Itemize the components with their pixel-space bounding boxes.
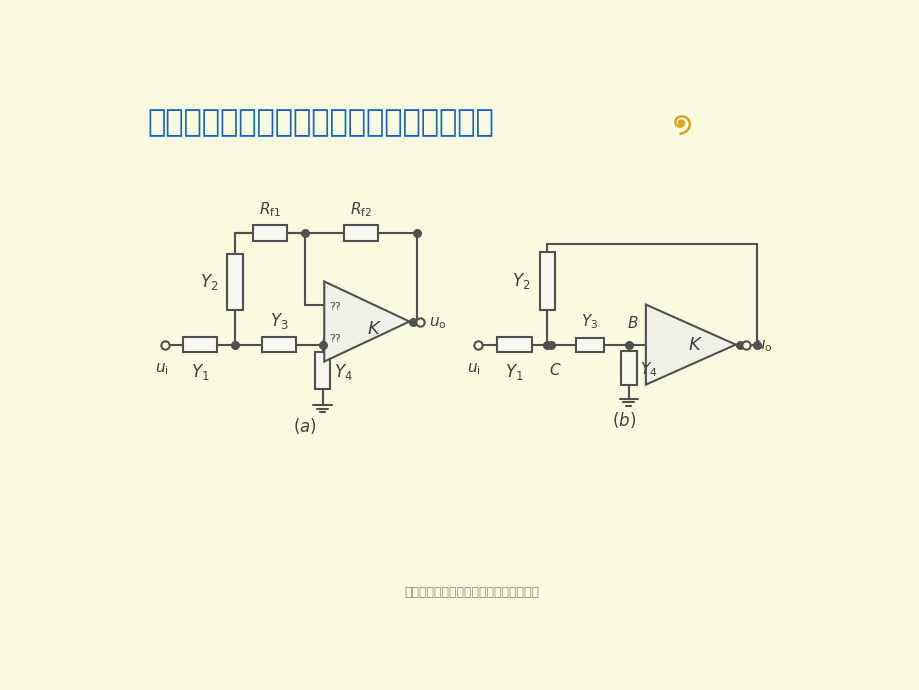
- Text: $Y_4$: $Y_4$: [334, 362, 352, 382]
- Text: $(a)$: $(a)$: [292, 416, 316, 436]
- Text: ??: ??: [329, 302, 341, 312]
- Bar: [183, 337, 217, 353]
- Text: $Y_1$: $Y_1$: [505, 362, 523, 382]
- Bar: [262, 337, 296, 353]
- Text: 运放作为有限增益放大器的有源滤波器电路: 运放作为有限增益放大器的有源滤波器电路: [147, 108, 494, 137]
- Text: K: K: [688, 335, 699, 353]
- Bar: [497, 337, 531, 353]
- Text: $Y_2$: $Y_2$: [199, 272, 218, 292]
- Bar: [575, 337, 604, 351]
- Bar: [253, 225, 287, 241]
- Text: $Y_4$: $Y_4$: [639, 360, 656, 379]
- Text: $C$: $C$: [549, 362, 561, 377]
- Text: $Y_1$: $Y_1$: [191, 362, 210, 382]
- Text: $u_{\mathrm{i}}$: $u_{\mathrm{i}}$: [154, 362, 168, 377]
- Text: K: K: [367, 320, 379, 338]
- Bar: [620, 351, 636, 384]
- Text: 带通带阻滤波器开关电容滤波器优秀课件: 带通带阻滤波器开关电容滤波器优秀课件: [403, 586, 539, 599]
- Text: ??: ??: [329, 334, 341, 344]
- Text: $(b)$: $(b)$: [611, 410, 636, 430]
- Bar: [227, 254, 243, 310]
- Text: $Y_3$: $Y_3$: [581, 312, 598, 331]
- Text: $u_{\mathrm{i}}$: $u_{\mathrm{i}}$: [467, 362, 480, 377]
- Polygon shape: [645, 304, 735, 384]
- Bar: [314, 353, 330, 389]
- Bar: [539, 253, 554, 310]
- Text: $B$: $B$: [626, 315, 638, 331]
- Bar: [344, 225, 378, 241]
- Polygon shape: [323, 282, 409, 362]
- Text: $u_{\mathrm{o}}$: $u_{\mathrm{o}}$: [754, 338, 772, 354]
- Text: $R_{\mathrm{f1}}$: $R_{\mathrm{f1}}$: [258, 200, 280, 219]
- Text: $Y_3$: $Y_3$: [269, 310, 288, 331]
- Text: $u_{\mathrm{o}}$: $u_{\mathrm{o}}$: [428, 315, 446, 331]
- Text: $R_{\mathrm{f2}}$: $R_{\mathrm{f2}}$: [349, 200, 371, 219]
- Text: $Y_2$: $Y_2$: [512, 271, 530, 291]
